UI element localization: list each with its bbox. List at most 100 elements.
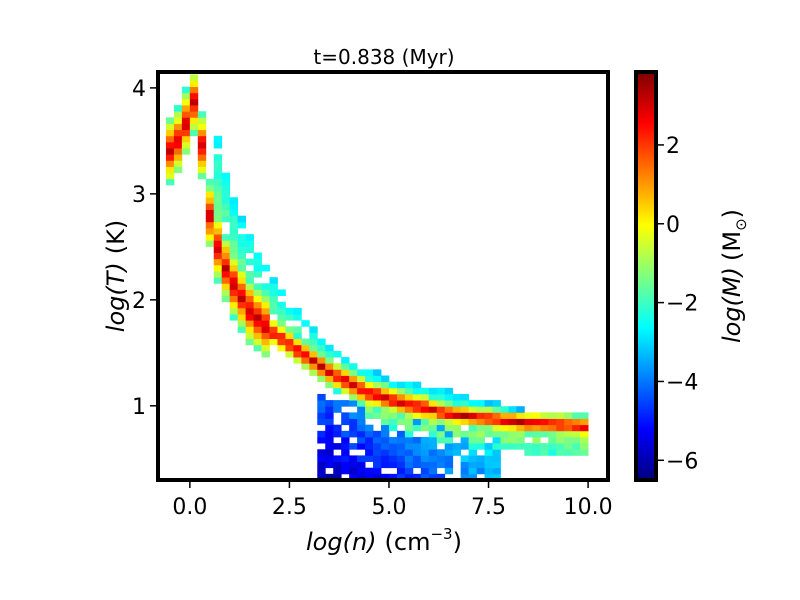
heatmap-cell (484, 406, 493, 413)
heatmap-cell (452, 449, 462, 456)
heatmap-cell (317, 418, 326, 426)
heatmap-cell (293, 338, 302, 346)
heatmap-cell (189, 80, 199, 88)
heatmap-cell (349, 455, 358, 462)
heatmap-cell (476, 400, 485, 407)
heatmap-cell (293, 307, 302, 315)
heatmap-cell (221, 240, 231, 247)
heatmap-cell (341, 455, 350, 462)
heatmap-cell (197, 135, 207, 143)
heatmap-cell (325, 430, 334, 438)
heatmap-cell (404, 455, 414, 462)
heatmap-cell (444, 449, 454, 456)
heatmap-cell (508, 424, 517, 432)
heatmap-cell (269, 332, 278, 340)
heatmap-cell (341, 418, 350, 426)
heatmap-cell (237, 221, 247, 229)
heatmap-cell (420, 473, 430, 481)
heatmap-cell (325, 473, 334, 481)
heatmap-cell (444, 436, 454, 444)
heatmap-cell (237, 289, 247, 297)
heatmap-cell (229, 215, 239, 223)
heatmap-cell (388, 455, 398, 462)
heatmap-cell (444, 418, 454, 426)
heatmap-cell (404, 436, 414, 444)
heatmap-cell (396, 418, 406, 426)
heatmap-cell (317, 473, 326, 481)
heatmap-cell (165, 148, 175, 155)
heatmap-cell (444, 430, 454, 438)
x-tick-label: 0.0 (172, 495, 207, 520)
heatmap-cell (412, 400, 422, 407)
heatmap-cell (444, 467, 454, 475)
heatmap-cell (404, 473, 414, 481)
heatmap-cell (181, 141, 191, 149)
heatmap-cell (317, 436, 326, 444)
heatmap-cell (317, 357, 326, 364)
heatmap-cell (396, 473, 406, 481)
heatmap-cell (245, 295, 254, 303)
heatmap-cell (508, 412, 517, 419)
heatmap-cell (173, 105, 183, 112)
x-tick-label: 2.5 (272, 495, 307, 520)
heatmap-cell (301, 344, 310, 352)
y-axis-ticks: 1 2 3 4 (132, 77, 156, 420)
heatmap-cell (476, 461, 485, 469)
heatmap-cell (460, 467, 470, 475)
heatmap-cell (317, 406, 326, 413)
heatmap-cell (548, 412, 557, 419)
x-axis-ticks: 0.0 2.5 5.0 7.5 10.0 (172, 482, 613, 520)
heatmap-cell (261, 283, 270, 290)
heatmap-cell (420, 418, 430, 426)
colorbar-tick-label: 2 (666, 134, 680, 159)
heatmap-cell (181, 86, 191, 94)
heatmap-cell (173, 135, 183, 143)
heatmap-cell (325, 461, 334, 469)
heatmap-cell (404, 430, 414, 438)
heatmap-cell (245, 338, 254, 346)
heatmap-cell (325, 344, 334, 352)
heatmap-cell (317, 449, 326, 456)
heatmap-cell (381, 400, 390, 407)
heatmap-cell (165, 172, 175, 180)
heatmap-cell (205, 191, 215, 198)
heatmap-cell (333, 473, 342, 481)
heatmap-cell (381, 473, 390, 481)
heatmap-cell (229, 264, 239, 272)
heatmap-cell (333, 369, 342, 376)
heatmap-cell (468, 467, 477, 475)
heatmap-cell (484, 467, 493, 475)
heatmap-cell (428, 424, 438, 432)
heatmap-cell (253, 314, 262, 321)
heatmap-cell (412, 418, 422, 426)
heatmap-cell (189, 98, 199, 106)
heatmap-cell (213, 154, 223, 161)
heatmap-cell (245, 307, 254, 315)
heatmap-cell (213, 271, 223, 278)
heatmap-cell (420, 424, 430, 432)
heatmap-cell (396, 436, 406, 444)
heatmap-cell (373, 436, 382, 444)
heatmap-cell (476, 424, 485, 432)
heatmap-cell (269, 277, 278, 284)
heatmap-cell (165, 166, 175, 174)
heatmap-cell (213, 160, 223, 167)
heatmap-cell (484, 430, 493, 438)
heatmap-cell (357, 393, 366, 401)
heatmap-cell (396, 449, 406, 456)
heatmap-cell (293, 350, 302, 358)
heatmap-cell (181, 111, 191, 118)
heatmap-cell (365, 467, 374, 475)
heatmap-cell (396, 443, 406, 450)
heatmap-cell (548, 418, 557, 426)
heatmap-cell (357, 387, 366, 395)
heatmap-cell (245, 320, 254, 327)
heatmap-cell (492, 418, 501, 426)
heatmap-cell (357, 375, 366, 383)
heatmap-cell (229, 283, 239, 290)
heatmap-cell (237, 283, 247, 290)
heatmap-cell (468, 443, 477, 450)
heatmap-cell (181, 117, 191, 124)
heatmap-cell (444, 406, 454, 413)
heatmap-cell (221, 203, 231, 210)
